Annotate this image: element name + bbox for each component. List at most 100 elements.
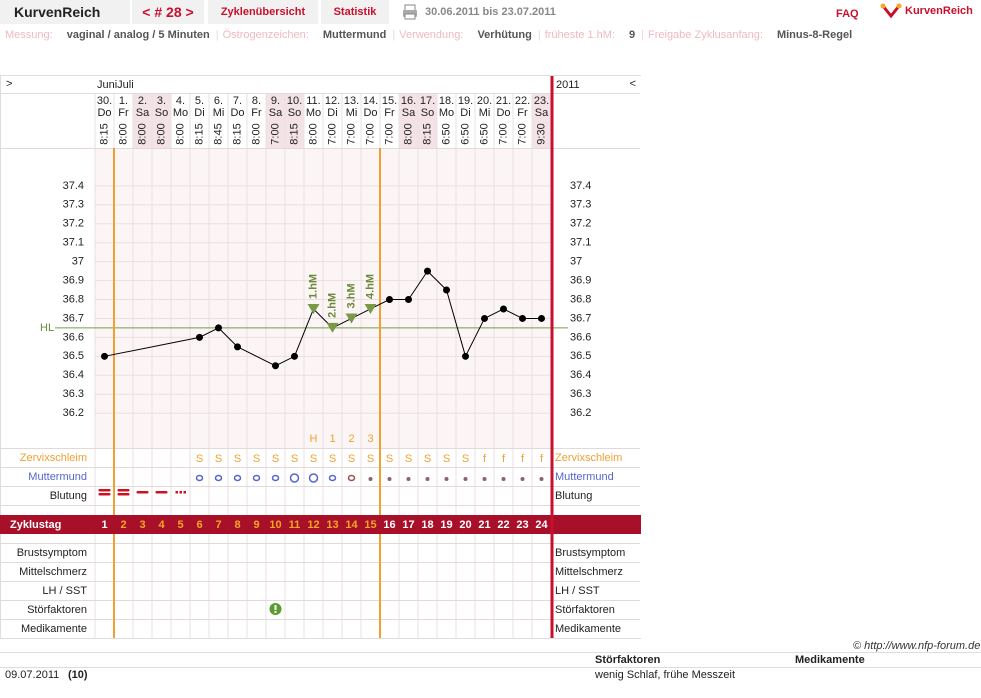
row-label: Muttermund: [28, 471, 87, 483]
weekday: Fr: [517, 107, 528, 119]
day-number: 6.: [214, 95, 223, 107]
setting-label: Verwendung:: [399, 29, 464, 41]
cervix-symbol: [539, 477, 544, 481]
time: 7:00: [516, 123, 528, 144]
time: 7:00: [345, 123, 357, 144]
time: 8:00: [155, 123, 167, 144]
time: 8:15: [421, 123, 433, 144]
row-label: Mittelschmerz: [555, 566, 623, 578]
y-tick-label: 37: [72, 256, 84, 268]
logo[interactable]: KurvenReich: [0, 0, 130, 24]
bleeding-mark: [179, 491, 182, 494]
mucus-symbol: S: [329, 453, 336, 465]
setting-value: Minus-8-Regel: [776, 29, 853, 41]
row-label: Mittelschmerz: [19, 566, 87, 578]
weekday: Mo: [439, 107, 454, 119]
setting-value: Verhütung: [477, 29, 532, 41]
cervix-symbol: [289, 473, 300, 483]
row-label: Muttermund: [555, 471, 614, 483]
mucus-symbol: S: [405, 453, 412, 465]
row-label: Blutung: [555, 490, 592, 502]
y-tick-label: 37.4: [63, 180, 84, 192]
faq[interactable]: FAQ: [836, 8, 859, 20]
year: 2011: [556, 79, 580, 91]
entry-disturb: wenig Schlaf, frühe Messzeit: [595, 669, 736, 681]
setting-value: 9: [629, 29, 636, 41]
copyright: © http://www.nfp-forum.de: [853, 640, 981, 652]
weekday: Mo: [306, 107, 321, 119]
time: 8:15: [231, 123, 243, 144]
y-tick-label: 36.3: [570, 388, 591, 400]
y-tick-label: 36.7: [63, 312, 84, 324]
bleeding-mark: [175, 491, 178, 494]
mucus-symbol: S: [253, 453, 260, 465]
row-label: Störfaktoren: [27, 604, 87, 616]
temp-point: [538, 314, 545, 322]
cycle-day: 17: [402, 519, 414, 531]
mucus-symbol: S: [215, 453, 222, 465]
temp-point: [519, 314, 526, 322]
tab[interactable]: Zyklenübersicht: [208, 0, 318, 24]
footer-line: [0, 667, 981, 668]
weekday: Fr: [118, 107, 129, 119]
brand-icon: [880, 3, 902, 19]
day-number: 19.: [458, 95, 473, 107]
cervix-symbol: [347, 474, 356, 482]
temp-segment: [275, 355, 295, 367]
tab[interactable]: Statistik: [321, 0, 389, 24]
time: 8:45: [212, 123, 224, 144]
entry-day: (10): [68, 669, 88, 681]
disturb-icon: [274, 605, 277, 610]
mucus-symbol: S: [367, 453, 374, 465]
y-tick-label: 37.2: [63, 218, 84, 230]
cycle-day: 23: [516, 519, 528, 531]
day-number: 12.: [325, 95, 340, 107]
cycle-day: 13: [326, 519, 338, 531]
separator: |: [215, 29, 219, 41]
y-tick-label: 37.3: [63, 199, 84, 211]
mucus-symbol: S: [443, 453, 450, 465]
y-tick-label: 37.3: [570, 199, 591, 211]
weekday: Sa: [535, 107, 549, 119]
temp-segment: [484, 308, 504, 319]
weekday: Do: [230, 107, 244, 119]
cycle-day: 19: [440, 519, 452, 531]
temp-point: [500, 305, 507, 313]
day-number: 14.: [363, 95, 378, 107]
cervix-symbol: [195, 474, 204, 482]
cervix-symbol: [328, 474, 337, 482]
cervix-symbol: [387, 477, 392, 481]
hm-label: 2.hM: [326, 293, 338, 318]
weekday: Fr: [251, 107, 262, 119]
weekend-column: [285, 93, 304, 148]
bleeding-mark: [98, 493, 111, 496]
temp-segment: [503, 308, 523, 319]
cervix-symbol: [501, 477, 506, 481]
brand: KurvenReich: [905, 5, 973, 17]
cycle-day: 7: [215, 519, 221, 531]
temp-segment: [218, 327, 238, 348]
cycle-day: 6: [196, 519, 202, 531]
setting-value: Muttermund: [322, 29, 387, 41]
months: JuniJuli: [97, 79, 134, 91]
day-number: 4.: [176, 95, 185, 107]
weekday: Di: [327, 107, 337, 119]
cycle-day: 4: [158, 519, 165, 531]
temp-point: [386, 296, 393, 303]
temp-point: [215, 324, 222, 332]
day-number: 3.: [157, 95, 166, 107]
cycle-nav[interactable]: < # 28 >: [132, 0, 204, 24]
print-icon[interactable]: [402, 4, 418, 20]
cervix-symbol: [463, 477, 468, 481]
temp-segment: [104, 336, 200, 357]
peak-label: 3: [367, 433, 373, 445]
row-label: Brustsymptom: [17, 547, 87, 559]
weekend-column: [399, 93, 418, 148]
day-number: 21.: [496, 95, 511, 107]
mucus-symbol: S: [291, 453, 298, 465]
day-number: 10.: [287, 95, 302, 107]
separator: |: [641, 29, 644, 41]
mucus-symbol: f: [502, 453, 506, 465]
setting-label: früheste 1.hM:: [544, 29, 616, 41]
